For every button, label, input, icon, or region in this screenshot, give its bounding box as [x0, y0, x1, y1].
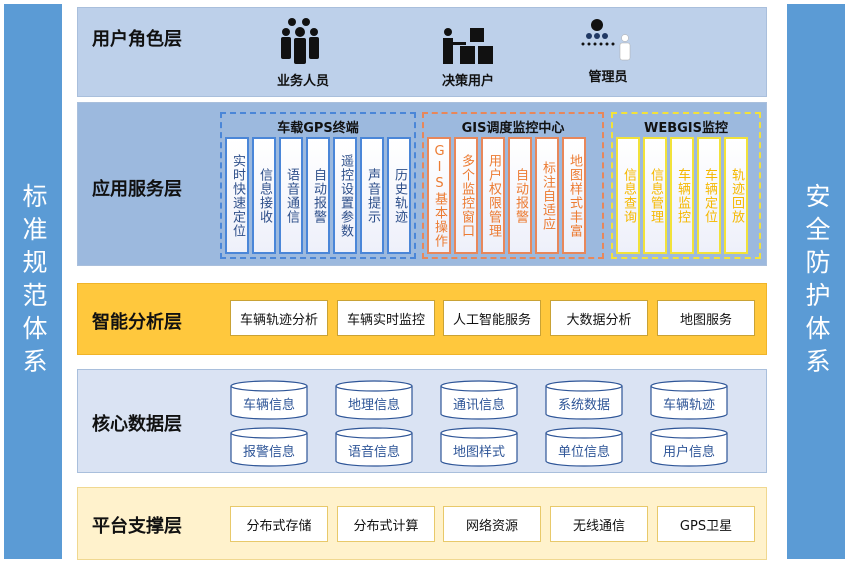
database-label: 系统数据 [557, 397, 610, 413]
app-layer: 应用服务层 车载GPS终端 实时快速定位 信息接收 语音通信 自动报警 遥控设置参数 声音… [77, 102, 767, 266]
database-cylinder: 通讯信息 [440, 380, 518, 420]
panel-gps-terminal: 车载GPS终端 实时快速定位 信息接收 语音通信 自动报警 遥控设置参数 声音提示 历史轨迹 [220, 112, 416, 259]
database-label: 报警信息 [242, 444, 295, 460]
database-cylinder: 用户信息 [650, 427, 728, 467]
platform-layer: 平台支撑层 分布式存储 分布式计算 网络资源 无线通信 GPS卫星 [77, 487, 767, 560]
standards-pillar: 标准规范体系 [4, 4, 62, 559]
database-label: 地图样式 [452, 444, 505, 460]
function-item: GIS基本操作 [427, 137, 451, 254]
role-decision: 决策用户 [433, 26, 503, 89]
database-label: 车辆信息 [242, 397, 295, 413]
function-item: 声音提示 [360, 137, 384, 254]
database-icon [650, 427, 728, 467]
database-label: 地理信息 [347, 397, 400, 413]
database-label: 语音信息 [347, 444, 400, 460]
database-cylinder: 地图样式 [440, 427, 518, 467]
database-cylinder: 报警信息 [230, 427, 308, 467]
function-item: 车辆定位 [697, 137, 721, 254]
database-icon [440, 427, 518, 467]
function-item: 轨迹回放 [724, 137, 748, 254]
function-item: 历史轨迹 [387, 137, 411, 254]
smart-layer: 智能分析层 车辆轨迹分析 车辆实时监控 人工智能服务 大数据分析 地图服务 [77, 283, 767, 355]
analysis-item: 大数据分析 [550, 300, 648, 336]
function-item: 自动报警 [306, 137, 330, 254]
function-item: 地图样式丰富 [562, 137, 586, 254]
database-cylinder: 语音信息 [335, 427, 413, 467]
function-item: 自动报警 [508, 137, 532, 254]
core-layer: 核心数据层 车辆信息 地理信息 通讯信息 系统数据 车辆轨迹报警信息 语音信息 地图样式 单位… [77, 369, 767, 473]
layer-title: 用户角色层 [92, 29, 182, 50]
function-item: 标注自适应 [535, 137, 559, 254]
database-icon [545, 427, 623, 467]
database-icon [335, 380, 413, 420]
role-admin: 管理员 [573, 18, 643, 85]
database-icon [545, 380, 623, 420]
platform-item: GPS卫星 [657, 506, 755, 542]
role-business: 业务人员 [268, 16, 338, 89]
database-icon [335, 427, 413, 467]
user-layer: 用户角色层 业务人员 决策用户 管理员 [77, 7, 767, 97]
database-cylinder: 系统数据 [545, 380, 623, 420]
platform-item: 分布式计算 [337, 506, 435, 542]
database-icon [650, 380, 728, 420]
panel-webgis: WEBGIS监控 信息查询 信息管理 车辆监控 车辆定位 轨迹回放 [611, 112, 761, 259]
security-pillar: 安全防护体系 [787, 4, 845, 559]
database-cylinder: 车辆轨迹 [650, 380, 728, 420]
panel-gis-center: GIS调度监控中心 GIS基本操作 多个监控窗口 用户权限管理 自动报警 标注自适应 地图… [422, 112, 604, 259]
database-icon [230, 427, 308, 467]
group-people-icon [281, 18, 319, 64]
function-item: 信息管理 [643, 137, 667, 254]
database-icon [230, 380, 308, 420]
platform-item: 分布式存储 [230, 506, 328, 542]
function-item: 多个监控窗口 [454, 137, 478, 254]
admin-hierarchy-icon [581, 19, 631, 61]
database-icon [440, 380, 518, 420]
presenter-boxes-icon [443, 28, 493, 64]
analysis-item: 地图服务 [657, 300, 755, 336]
analysis-item: 人工智能服务 [443, 300, 541, 336]
function-item: 信息接收 [252, 137, 276, 254]
analysis-item: 车辆实时监控 [337, 300, 435, 336]
database-label: 单位信息 [557, 444, 610, 460]
database-cylinder: 单位信息 [545, 427, 623, 467]
platform-item: 无线通信 [550, 506, 648, 542]
database-cylinder: 车辆信息 [230, 380, 308, 420]
function-item: 车辆监控 [670, 137, 694, 254]
layer-title: 应用服务层 [92, 179, 182, 200]
database-label: 通讯信息 [452, 397, 505, 413]
layer-title: 平台支撑层 [92, 516, 182, 537]
function-item: 语音通信 [279, 137, 303, 254]
database-label: 用户信息 [662, 444, 715, 460]
analysis-item: 车辆轨迹分析 [230, 300, 328, 336]
database-label: 车辆轨迹 [662, 397, 715, 413]
function-item: 实时快速定位 [225, 137, 249, 254]
function-item: 用户权限管理 [481, 137, 505, 254]
layer-title: 核心数据层 [92, 414, 182, 435]
layer-title: 智能分析层 [92, 312, 182, 333]
platform-item: 网络资源 [443, 506, 541, 542]
function-item: 信息查询 [616, 137, 640, 254]
database-cylinder: 地理信息 [335, 380, 413, 420]
function-item: 遥控设置参数 [333, 137, 357, 254]
